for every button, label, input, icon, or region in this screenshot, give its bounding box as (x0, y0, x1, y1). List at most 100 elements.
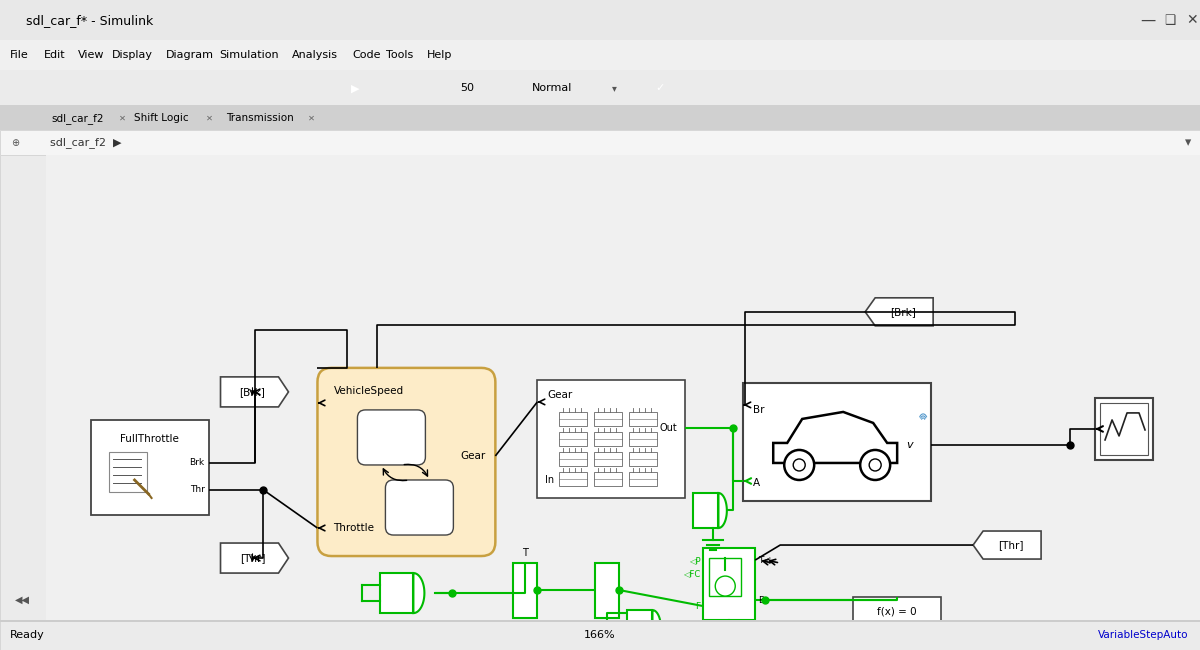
Bar (594, 432, 623, 446)
Bar (115, 105, 214, 130)
Bar (743, 383, 931, 501)
Text: ✕: ✕ (307, 114, 314, 123)
Text: [Thr]: [Thr] (998, 540, 1024, 550)
Bar (629, 432, 658, 446)
Circle shape (7, 135, 23, 151)
Text: A: A (18, 339, 28, 353)
Circle shape (869, 459, 881, 471)
Text: Ready: Ready (10, 630, 44, 640)
Text: Out: Out (660, 423, 677, 433)
Text: ◁P: ◁P (689, 556, 701, 565)
Bar (559, 472, 587, 486)
Text: F: F (695, 602, 701, 610)
Text: —: — (1140, 12, 1156, 28)
Text: VariableStepAuto: VariableStepAuto (1098, 630, 1188, 640)
Circle shape (344, 77, 366, 99)
Bar (629, 412, 658, 426)
Text: ✕: ✕ (1186, 13, 1198, 27)
Text: v: v (906, 440, 913, 450)
Text: Tools: Tools (386, 50, 413, 60)
Text: Brk: Brk (190, 458, 204, 467)
Bar (1096, 398, 1153, 460)
Polygon shape (773, 412, 898, 463)
Text: ⊕: ⊕ (17, 183, 29, 197)
Text: Display: Display (112, 50, 154, 60)
Bar (538, 380, 685, 498)
Text: Transmission: Transmission (226, 113, 294, 123)
Bar (65, 78, 83, 100)
Bar (5, 14, 22, 30)
Text: □: □ (17, 443, 29, 457)
Text: ⊕: ⊕ (11, 138, 19, 148)
Text: View: View (78, 50, 104, 60)
Text: ◁FC: ◁FC (683, 569, 701, 578)
Polygon shape (973, 531, 1042, 559)
Bar (594, 472, 623, 486)
Text: sdl_car_f2: sdl_car_f2 (52, 112, 104, 124)
Text: Throttle: Throttle (334, 523, 374, 533)
Text: Br: Br (754, 405, 764, 415)
Bar (46, 78, 64, 100)
Bar (2, 554, 43, 582)
Text: ⊞: ⊞ (17, 235, 29, 249)
Text: I: I (524, 623, 527, 633)
Bar (514, 563, 538, 618)
Text: ✕: ✕ (205, 114, 212, 123)
Bar (166, 78, 182, 100)
Bar (628, 610, 653, 645)
Text: sdl_car_f* - Simulink: sdl_car_f* - Simulink (26, 14, 154, 27)
Text: Code: Code (352, 50, 380, 60)
Bar (703, 548, 755, 620)
Text: Analysis: Analysis (292, 50, 338, 60)
Text: A: A (754, 478, 761, 488)
Text: ▣: ▣ (17, 391, 29, 405)
Text: ▶: ▶ (350, 83, 359, 93)
Bar (30, 136, 44, 150)
Text: Diagram: Diagram (166, 50, 214, 60)
Polygon shape (221, 543, 288, 573)
Bar (594, 412, 623, 426)
Bar (502, 78, 617, 98)
Text: [Brk]: [Brk] (890, 307, 916, 317)
Bar (629, 472, 658, 486)
Text: f(x) = 0: f(x) = 0 (877, 606, 917, 616)
Text: Gear: Gear (460, 451, 485, 461)
Bar (2, 517, 43, 545)
Bar (108, 452, 146, 492)
Bar (5, 78, 23, 100)
Text: Edit: Edit (44, 50, 66, 60)
Circle shape (650, 78, 670, 98)
Bar (440, 78, 496, 98)
Text: ✕: ✕ (119, 114, 126, 123)
Bar (629, 452, 658, 466)
Bar (90, 420, 209, 515)
Text: 50: 50 (460, 83, 474, 93)
Polygon shape (653, 610, 661, 645)
Bar (853, 597, 941, 625)
Text: [Brk]: [Brk] (240, 387, 265, 397)
Bar (106, 78, 124, 100)
Bar (25, 78, 43, 100)
Bar (694, 493, 719, 528)
Bar (210, 105, 316, 130)
Text: ▾: ▾ (1184, 136, 1192, 150)
Bar (709, 558, 742, 596)
Text: ▾: ▾ (612, 83, 617, 93)
Text: FullThrottle: FullThrottle (120, 434, 179, 444)
Text: Normal: Normal (532, 83, 572, 93)
Circle shape (793, 459, 805, 471)
FancyBboxPatch shape (385, 480, 454, 535)
Text: ✓: ✓ (655, 83, 665, 93)
Text: Gear: Gear (547, 390, 572, 400)
Circle shape (860, 450, 890, 480)
Text: T◁: T◁ (758, 556, 770, 565)
Text: [Thr]: [Thr] (240, 553, 265, 563)
Text: B: B (758, 595, 764, 604)
Text: Simulation: Simulation (220, 50, 278, 60)
Text: Thr: Thr (190, 486, 204, 495)
Text: File: File (10, 50, 29, 60)
Bar (1100, 403, 1148, 455)
Bar (594, 452, 623, 466)
Bar (595, 563, 619, 618)
Text: VehicleSpeed: VehicleSpeed (334, 386, 403, 396)
